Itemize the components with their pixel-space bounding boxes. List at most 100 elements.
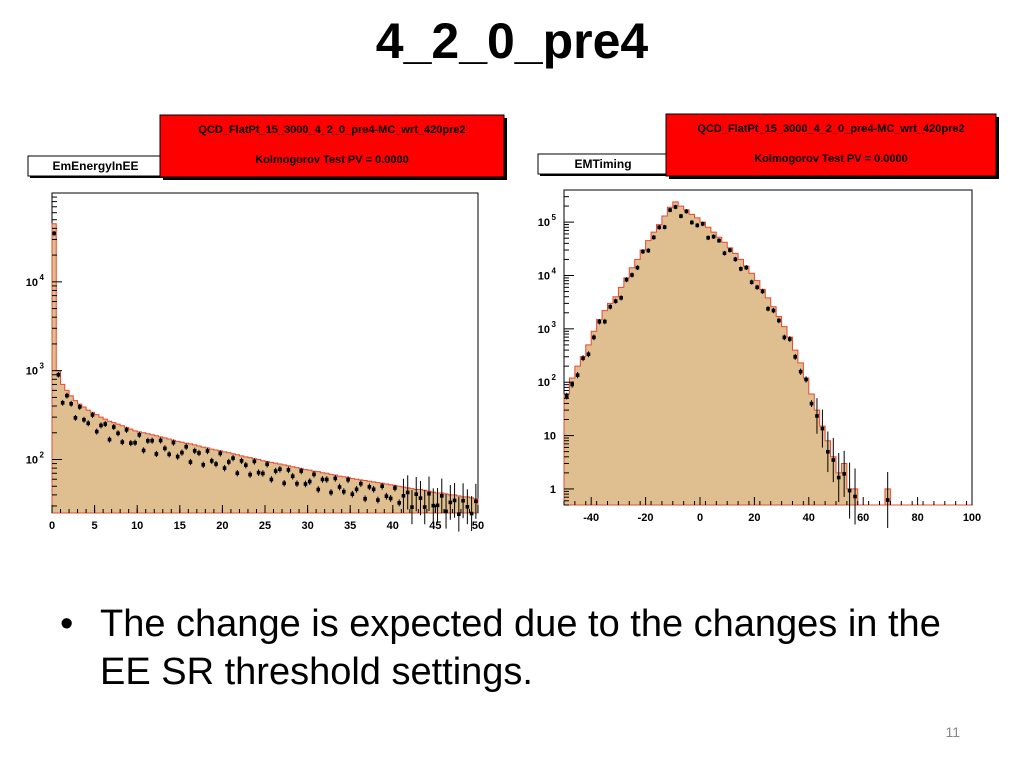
d1-data-point — [728, 248, 732, 252]
d1-data-point — [641, 249, 645, 254]
d0-data-point — [346, 477, 350, 482]
d1-y-tick-exponent: 4 — [552, 266, 557, 275]
d0-data-point — [431, 503, 436, 508]
d1-data-point — [831, 458, 836, 462]
d0-x-tick-label: 40 — [387, 520, 399, 532]
d0-data-point — [256, 470, 261, 475]
d0-data-point — [73, 416, 78, 420]
d0-data-point — [137, 433, 142, 437]
d0-histogram-fill — [51, 223, 479, 514]
d0-legend-ks-test: Kolmogorov Test PV = 0.0000 — [255, 154, 409, 166]
d0-data-point — [457, 512, 461, 516]
d0-data-point — [197, 451, 201, 455]
d0-data-point — [452, 498, 457, 503]
d0-data-point — [107, 437, 112, 442]
d0-data-point — [154, 452, 159, 456]
d1-data-point — [684, 209, 689, 214]
d0-data-point — [103, 422, 108, 426]
d0-x-tick-label: 20 — [216, 520, 228, 532]
d0-y-tick-label: 10 — [26, 277, 38, 289]
d1-data-point — [793, 355, 797, 359]
d1-data-point — [760, 289, 765, 294]
d0-data-point — [342, 489, 346, 494]
d1-x-tick-label: -40 — [583, 512, 599, 524]
d1-data-point — [646, 248, 651, 253]
d1-y-tick-label: 10 — [544, 431, 556, 443]
d1-data-point — [679, 214, 683, 218]
d0-data-point — [235, 471, 240, 476]
d0-data-point — [295, 481, 299, 486]
d0-data-point — [252, 459, 257, 464]
d0-data-point — [222, 466, 227, 470]
d0-data-point — [231, 456, 235, 460]
d1-legend-sample: QCD_FlatPt_15_3000_4_2_0_pre4-MC_wrt_420… — [697, 123, 964, 135]
d1-data-point — [711, 234, 716, 239]
d0-histogram-name: EmEnergyInEE — [52, 159, 138, 173]
d0-data-point — [82, 417, 86, 422]
d1-data-point — [820, 426, 825, 431]
d0-data-point — [239, 459, 244, 463]
d0-data-point — [299, 469, 304, 473]
d0-y-tick-label: 10 — [26, 366, 38, 378]
d0-data-point — [116, 431, 120, 436]
d1-legend-box — [665, 113, 997, 177]
emtiming-histogram: -40 -20 0 20 40 60 80 100 1 10 10 2 10 3 10 4 10 5 EMTimin… — [532, 108, 1004, 532]
d1-data-point — [651, 235, 656, 240]
d0-data-point — [171, 440, 176, 445]
d1-data-point — [673, 205, 678, 209]
d1-data-point — [635, 265, 640, 270]
d0-data-point — [146, 439, 150, 443]
page-number: 11 — [945, 724, 960, 740]
d1-y-tick-exponent: 3 — [552, 320, 557, 329]
d0-data-point — [282, 481, 286, 486]
d1-x-tick-label: 60 — [857, 512, 869, 524]
d1-y-tick-exponent: 2 — [552, 373, 557, 382]
d0-data-point — [111, 425, 116, 429]
d0-data-point — [359, 481, 363, 486]
d1-data-point — [782, 335, 787, 340]
d0-data-point — [265, 462, 269, 467]
d1-data-point — [798, 369, 803, 374]
d0-data-point — [124, 428, 129, 432]
d1-x-tick-label: -20 — [638, 512, 654, 524]
d0-data-point — [307, 479, 312, 484]
d0-data-point — [320, 477, 325, 482]
d0-x-tick-label: 30 — [301, 520, 313, 532]
d0-x-tick-label: 35 — [344, 520, 356, 532]
d0-data-point — [56, 372, 61, 377]
d0-data-point — [393, 486, 397, 490]
d0-data-point — [201, 462, 206, 467]
d0-data-point — [367, 485, 372, 489]
d0-data-point — [209, 459, 214, 463]
d1-data-point — [826, 449, 830, 454]
d0-x-tick-label: 25 — [259, 520, 271, 532]
d1-data-point — [581, 356, 585, 360]
d1-data-point — [564, 394, 569, 398]
d0-x-tick-label: 0 — [49, 520, 55, 532]
d1-data-point — [836, 475, 841, 480]
bullet-dot: • — [60, 603, 74, 645]
d1-data-point — [749, 280, 754, 284]
d1-data-point — [777, 318, 781, 323]
d0-data-point — [465, 505, 470, 509]
d0-data-point — [184, 444, 188, 449]
d0-data-point — [469, 511, 474, 516]
d0-data-point — [316, 487, 321, 492]
d1-data-point — [613, 299, 618, 303]
d1-y-tick-label: 1 — [550, 484, 556, 496]
d0-data-point — [261, 471, 265, 476]
d1-y-tick-exponent: 5 — [552, 213, 557, 222]
d1-data-point — [662, 225, 667, 229]
d0-x-tick-label: 50 — [472, 520, 484, 532]
d1-data-point — [842, 472, 846, 476]
d1-data-point — [575, 373, 580, 377]
d0-data-point — [333, 476, 338, 481]
d0-data-point — [158, 438, 163, 443]
d0-data-point — [192, 449, 197, 453]
d1-x-tick-label: 20 — [748, 512, 760, 524]
d0-data-point — [141, 448, 146, 453]
d0-data-point — [273, 469, 278, 473]
d0-data-point — [380, 484, 384, 488]
d1-data-point — [847, 488, 852, 493]
